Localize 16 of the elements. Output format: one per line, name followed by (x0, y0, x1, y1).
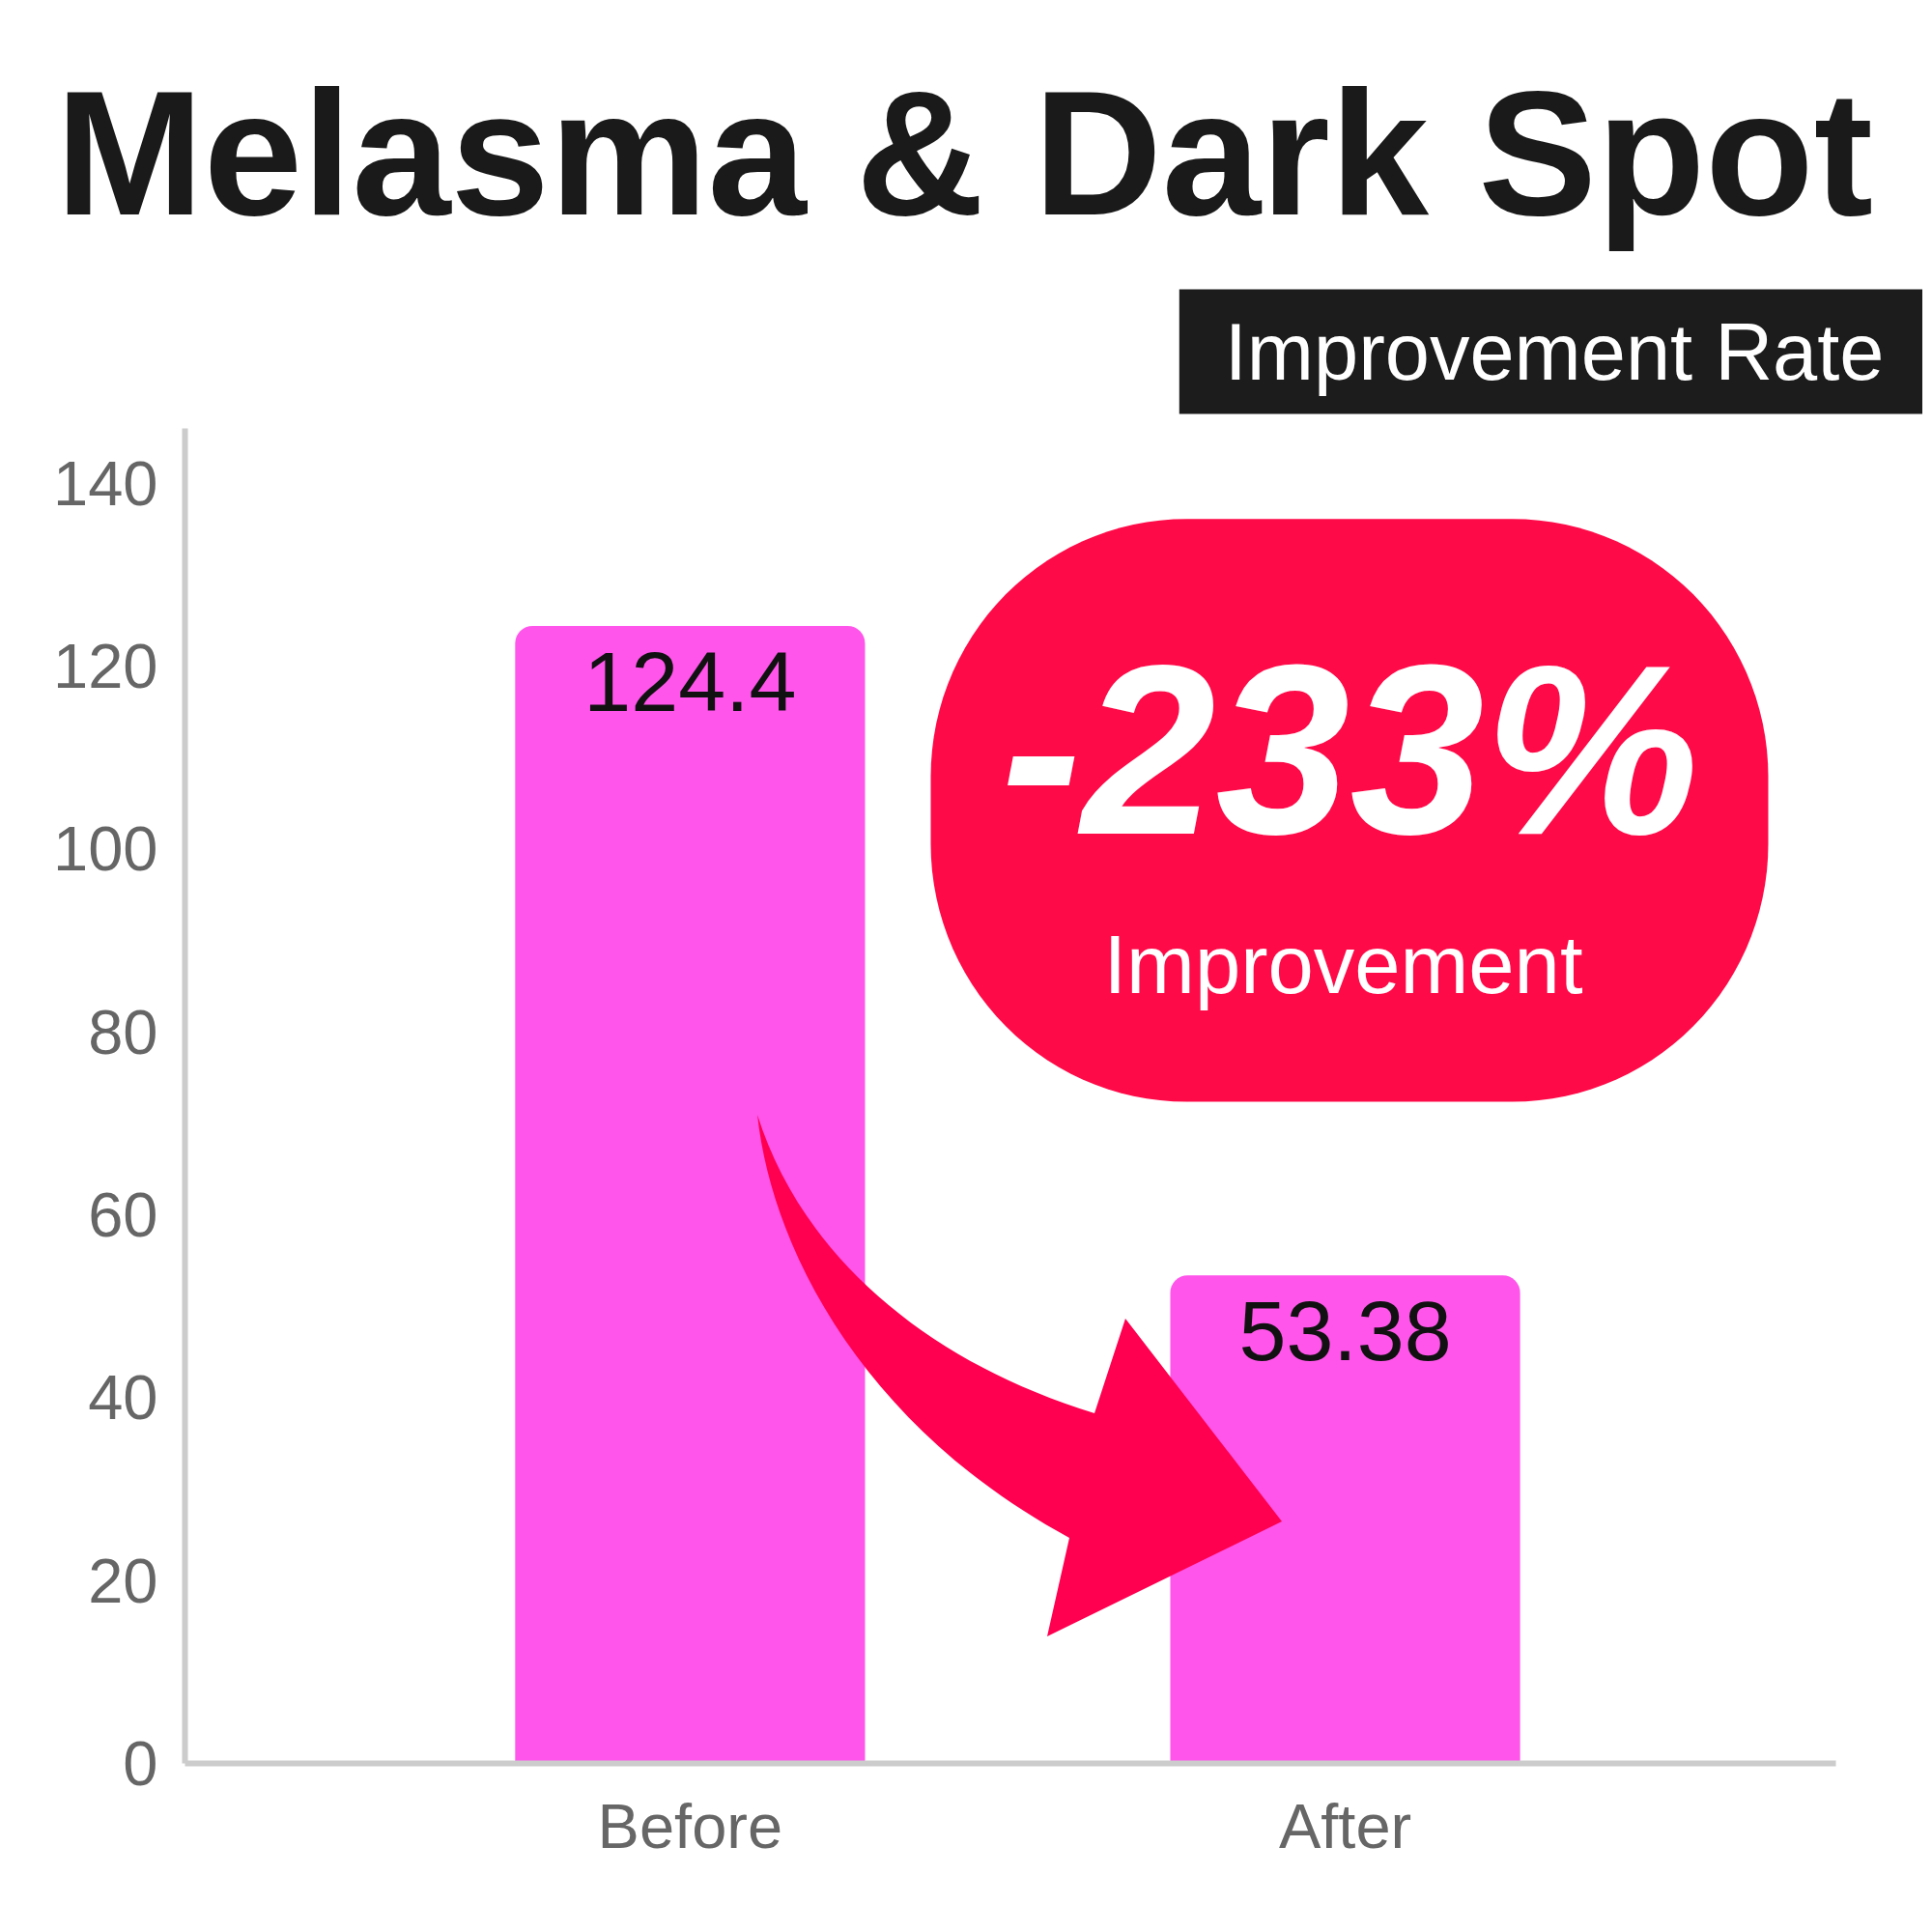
annotation: Improvement (1103, 919, 1583, 1011)
y-tick-label: 120 (53, 631, 158, 702)
y-tick-label: 140 (53, 447, 158, 519)
y-tick-label: 100 (53, 813, 158, 885)
annotation: -233% (1001, 615, 1699, 886)
data-label: 124.4 (583, 633, 797, 729)
x-tick-label: After (1278, 1790, 1412, 1861)
y-tick-label: 20 (88, 1545, 158, 1616)
x-tick-label: Before (597, 1790, 783, 1861)
data-label: 53.38 (1238, 1283, 1452, 1379)
y-tick-label: 0 (123, 1728, 158, 1799)
y-tick-label: 80 (88, 996, 158, 1067)
chart-subtitle: Improvement Rate (1224, 306, 1885, 397)
y-tick-label: 60 (88, 1179, 158, 1251)
chart-title: Melasma & Dark Spot (55, 52, 1874, 252)
y-tick-label: 40 (88, 1362, 158, 1434)
